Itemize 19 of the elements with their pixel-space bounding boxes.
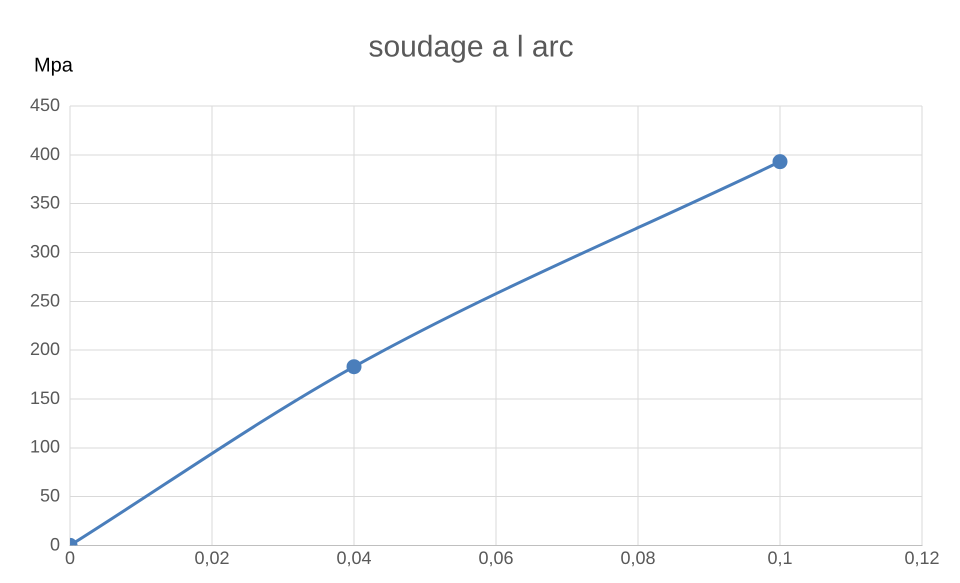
y-axis-title: Mpa	[34, 54, 74, 77]
x-tick-label: 0,02	[194, 548, 230, 568]
y-tick-label: 200	[30, 339, 60, 360]
x-tick-label: 0,08	[620, 548, 656, 568]
y-tick-label: 150	[30, 388, 60, 408]
x-tick-label: 0,04	[336, 548, 372, 568]
x-tick-label: 0,12	[904, 548, 940, 568]
y-tick-label: 300	[30, 241, 60, 262]
y-tick-label: 400	[30, 144, 60, 164]
chart-title: soudage a l arc	[368, 30, 574, 64]
x-tick-label: 0,06	[478, 548, 514, 568]
x-tick-label: 0	[65, 548, 76, 568]
y-tick-label: 100	[30, 436, 60, 457]
y-tick-label: 50	[40, 486, 60, 506]
y-tick-label: 350	[30, 192, 60, 213]
y-tick-label: 250	[30, 290, 60, 310]
y-tick-label: 0	[50, 534, 60, 554]
x-tick-label: 0,1	[767, 548, 793, 568]
y-tick-label: 450	[30, 94, 60, 115]
